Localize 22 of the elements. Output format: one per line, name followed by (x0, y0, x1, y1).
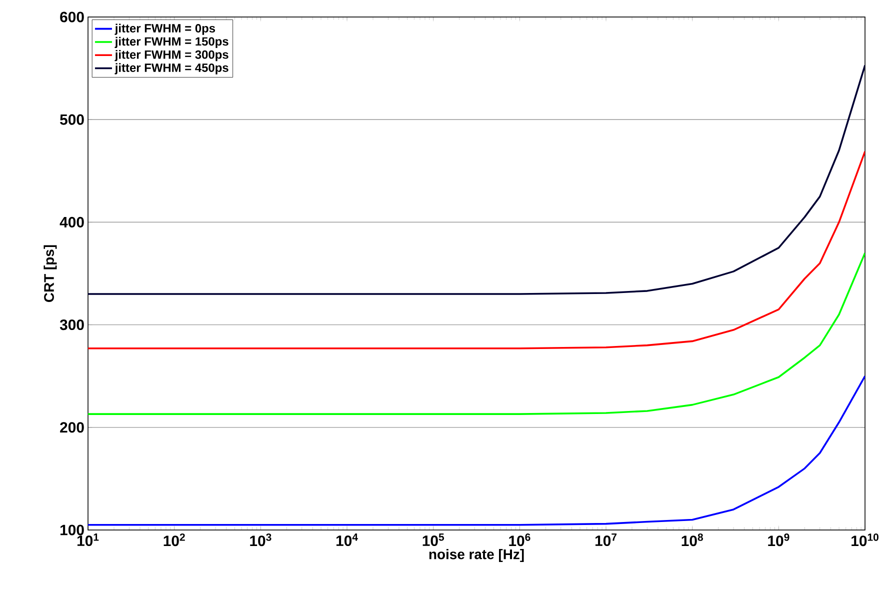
x-axis-title: noise rate [Hz] (429, 548, 524, 562)
y-tick-label: 500 (60, 114, 84, 125)
x-tick-label: 10$^{7}$ (595, 534, 617, 546)
x-tick-label: 10$^{5}$ (422, 534, 444, 546)
legend-label: jitter FWHM = 450ps (114, 63, 228, 74)
legend-label: jitter FWHM = 0ps (114, 24, 216, 35)
y-tick-label: 400 (60, 216, 84, 228)
y-tick-label: 200 (60, 422, 84, 433)
x-tick-label: 10$^{3}$ (250, 534, 272, 546)
x-tick-label: 10$^{1}$ (77, 534, 99, 546)
x-tick-label: 10$^{2}$ (164, 534, 185, 546)
y-tick-label: 300 (60, 319, 84, 330)
legend-label: jitter FWHM = 300ps (114, 50, 228, 62)
y-tick-label: 600 (60, 12, 84, 22)
x-tick-label: 10$^{6}$ (509, 534, 530, 546)
y-axis-title: CRT [ps] (44, 245, 57, 302)
x-tick-label: 10$^{9}$ (768, 534, 790, 546)
legend-label: jitter FWHM = 150ps (114, 36, 228, 48)
x-tick-label: 10$^{10}$ (852, 534, 878, 546)
x-tick-label: 10$^{8}$ (682, 534, 703, 546)
x-tick-label: 10$^{4}$ (336, 534, 358, 546)
y-tick-label: 100 (60, 524, 84, 536)
